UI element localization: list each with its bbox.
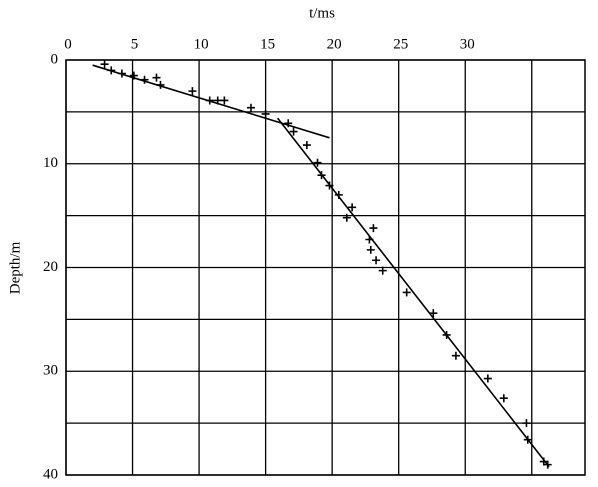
point [152, 73, 161, 82]
x-tick-label: 0 [64, 36, 72, 52]
point [261, 109, 270, 118]
point [499, 394, 508, 403]
y-axis-label: Depth/m [7, 241, 23, 294]
point [289, 127, 298, 136]
x-tick-label: 5 [131, 36, 139, 52]
x-tick-label: 30 [460, 36, 475, 52]
point [402, 288, 411, 297]
y-tick-label: 20 [43, 259, 58, 275]
x-tick-label: 20 [327, 36, 342, 52]
fit-line [276, 117, 550, 468]
y-tick-label: 0 [51, 51, 59, 67]
point [220, 96, 229, 105]
point [342, 213, 351, 222]
point [188, 87, 197, 96]
point [246, 103, 255, 112]
point [429, 309, 438, 318]
y-tick-label: 10 [43, 155, 58, 171]
point [451, 351, 460, 360]
x-axis-label: t/ms [309, 5, 335, 21]
point [483, 374, 492, 383]
point [366, 245, 375, 254]
point [369, 224, 378, 233]
x-tick-label: 25 [393, 36, 408, 52]
point [100, 60, 109, 69]
x-tick-label: 15 [260, 36, 275, 52]
point [378, 266, 387, 275]
point [522, 419, 531, 428]
point [302, 141, 311, 150]
point [348, 203, 357, 212]
x-tick-label: 10 [194, 36, 209, 52]
point [313, 158, 322, 167]
y-tick-label: 40 [43, 466, 58, 482]
fit-line [92, 64, 330, 139]
y-tick-label: 30 [43, 363, 58, 379]
point [372, 256, 381, 265]
